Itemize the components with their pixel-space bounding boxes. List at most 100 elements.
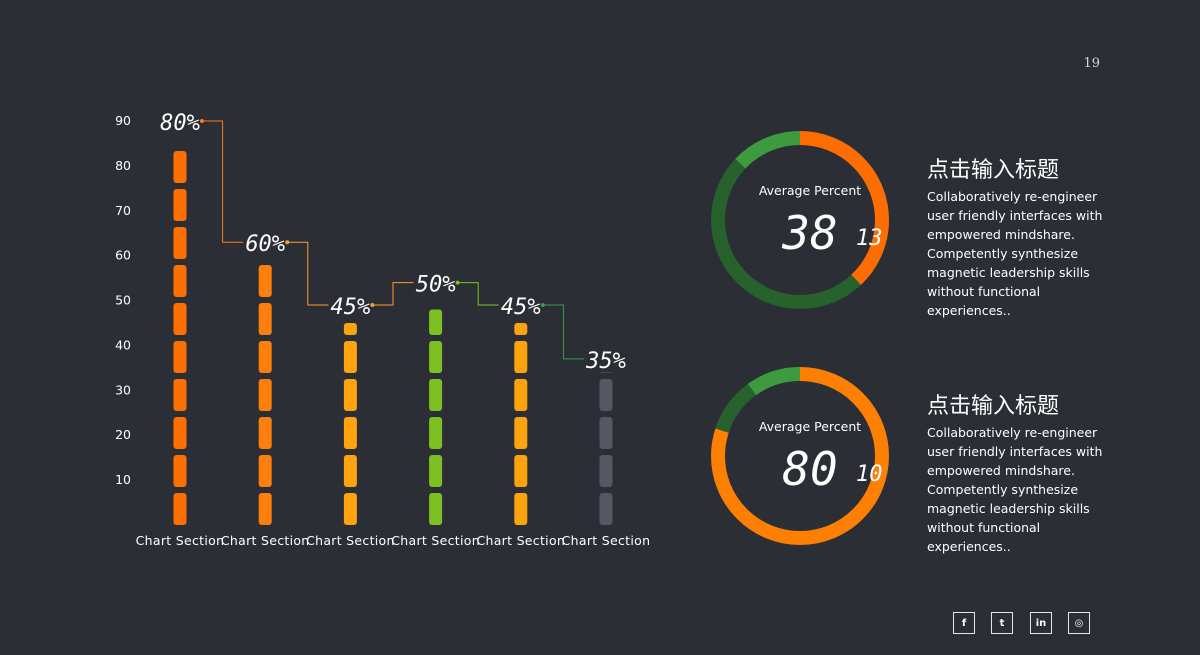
bar-segment bbox=[429, 493, 443, 525]
main-value: 38 bbox=[782, 206, 838, 260]
percent-label: 45% bbox=[331, 295, 371, 320]
donut-segment bbox=[711, 367, 889, 545]
donut-chart-1 bbox=[711, 131, 889, 309]
bar bbox=[514, 323, 528, 525]
bar-segment bbox=[343, 417, 357, 449]
average-label: Average Percent bbox=[758, 183, 862, 198]
bar-segment bbox=[429, 379, 443, 411]
y-tick-label: 30 bbox=[115, 382, 131, 397]
y-tick-label: 40 bbox=[115, 337, 131, 352]
bar-segment bbox=[514, 493, 528, 525]
step-connector bbox=[202, 120, 244, 243]
bar bbox=[599, 372, 613, 525]
twitter-icon[interactable]: t bbox=[991, 612, 1013, 634]
bar bbox=[343, 323, 357, 525]
bar-segment bbox=[173, 417, 187, 449]
bar-segment bbox=[599, 417, 613, 449]
y-tick-label: 50 bbox=[115, 293, 131, 308]
info-title[interactable]: 点击输入标题 bbox=[927, 158, 1060, 183]
bar-segment bbox=[173, 189, 187, 221]
category-label: Chart Section bbox=[476, 533, 565, 548]
category-label: Chart Section bbox=[391, 533, 480, 548]
donut-chart-2 bbox=[711, 367, 889, 545]
page-number: 19 bbox=[1083, 56, 1100, 71]
donut-block-2: Average Percent 80 10 点击输入标题 Collaborati… bbox=[700, 356, 1140, 556]
bar-segment bbox=[514, 455, 528, 487]
bar-chart: 10 20 30 40 50 60 70 80 90 80% 60% 45% 50% 45% 35% Ch… bbox=[115, 111, 651, 548]
bar-segment bbox=[173, 341, 187, 373]
bar-segment bbox=[429, 455, 443, 487]
bar-segment bbox=[343, 493, 357, 525]
main-value: 80 bbox=[782, 442, 838, 496]
bar-segment bbox=[599, 455, 613, 487]
y-tick-label: 90 bbox=[115, 113, 131, 128]
info-title[interactable]: 点击输入标题 bbox=[927, 394, 1060, 419]
bar-segment bbox=[173, 151, 187, 183]
bar-segment bbox=[514, 323, 528, 335]
bar-segment bbox=[258, 379, 272, 411]
bar-segment bbox=[258, 265, 272, 297]
bar bbox=[429, 309, 443, 525]
connector-dot bbox=[285, 240, 290, 245]
percent-labels: 80% 60% 45% 50% 45% 35% bbox=[160, 111, 626, 374]
bar-segment bbox=[173, 265, 187, 297]
bar-segment bbox=[258, 455, 272, 487]
average-label: Average Percent bbox=[758, 419, 862, 434]
connector-dot bbox=[455, 280, 460, 285]
bar-segment bbox=[258, 303, 272, 335]
y-tick-label: 80 bbox=[115, 158, 131, 173]
bar-segment bbox=[343, 379, 357, 411]
category-label: Chart Section bbox=[136, 533, 225, 548]
percent-label: 80% bbox=[160, 111, 200, 136]
donut-segment bbox=[711, 131, 889, 309]
bar-segment bbox=[258, 341, 272, 373]
bar-segment bbox=[173, 379, 187, 411]
info-body: Collaboratively re-engineer user friendl… bbox=[927, 189, 1103, 318]
bar-segment bbox=[258, 493, 272, 525]
category-label: Chart Section bbox=[562, 533, 651, 548]
bar-segment bbox=[514, 341, 528, 373]
bar bbox=[258, 265, 272, 525]
facebook-icon[interactable]: f bbox=[953, 612, 975, 634]
percent-label: 50% bbox=[416, 273, 456, 298]
donut-segment bbox=[711, 131, 889, 309]
instagram-icon[interactable]: ◎ bbox=[1068, 612, 1090, 634]
info-body: Collaboratively re-engineer user friendl… bbox=[927, 425, 1103, 554]
percent-label: 45% bbox=[501, 295, 541, 320]
percent-label: 35% bbox=[585, 349, 626, 374]
linkedin-icon[interactable]: in bbox=[1030, 612, 1052, 634]
bar-segment bbox=[343, 455, 357, 487]
bar-segment bbox=[343, 341, 357, 373]
y-tick-label: 60 bbox=[115, 248, 131, 263]
y-tick-label: 10 bbox=[115, 472, 131, 487]
step-connectors bbox=[200, 119, 584, 360]
bar-segment bbox=[173, 455, 187, 487]
bar-segment bbox=[599, 379, 613, 411]
bars bbox=[173, 151, 613, 525]
bar-segment bbox=[429, 417, 443, 449]
secondary-value: 10 bbox=[856, 462, 883, 487]
step-connector bbox=[372, 282, 414, 306]
secondary-value: 13 bbox=[856, 226, 883, 251]
bar-segment bbox=[173, 227, 187, 259]
category-label: Chart Section bbox=[221, 533, 310, 548]
y-axis: 10 20 30 40 50 60 70 80 90 bbox=[115, 113, 131, 487]
step-connector bbox=[542, 304, 584, 360]
category-label: Chart Section bbox=[306, 533, 395, 548]
percent-label: 60% bbox=[245, 232, 285, 257]
connector-dot bbox=[370, 303, 375, 308]
connector-dot bbox=[200, 119, 204, 123]
bar-segment bbox=[258, 417, 272, 449]
bar-segment bbox=[173, 493, 187, 525]
y-tick-label: 70 bbox=[115, 203, 131, 218]
bar-segment bbox=[514, 379, 528, 411]
bar-segment bbox=[514, 417, 528, 449]
connector-dot bbox=[540, 303, 545, 308]
bar-segment bbox=[429, 341, 443, 373]
bar-segment bbox=[599, 493, 613, 525]
y-tick-label: 20 bbox=[115, 427, 131, 442]
bar-segment bbox=[343, 323, 357, 335]
bar-segment bbox=[599, 372, 613, 373]
step-connector bbox=[457, 282, 499, 306]
